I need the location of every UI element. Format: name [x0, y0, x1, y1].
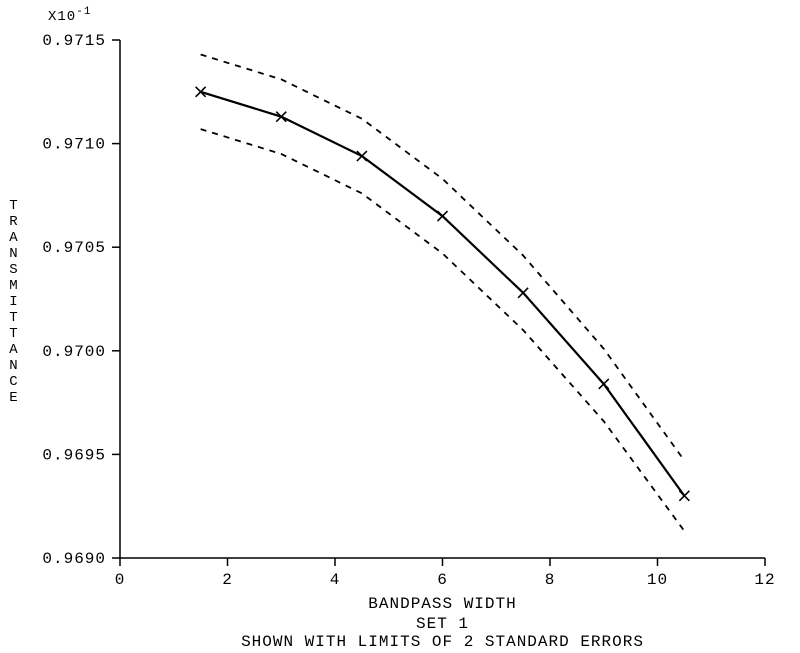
- y-axis-label-char: T: [9, 198, 18, 214]
- x-tick-label: 10: [647, 571, 668, 589]
- series-upper-2se: [201, 55, 685, 461]
- data-marker: [518, 288, 528, 298]
- y-axis-label-char: T: [9, 310, 18, 326]
- y-tick-label: 0.9700: [42, 343, 106, 361]
- chart-container: 0 2 4 6 8 10 12 0.9690 0.9695 0.9700 0.9705 0.9710 0…: [0, 0, 800, 648]
- series-lower-2se: [201, 129, 685, 531]
- caption-set: SET 1: [416, 615, 469, 633]
- y-axis-label-char: A: [9, 230, 18, 246]
- y-tick-label: 0.9710: [42, 136, 106, 154]
- y-axis-label-char: A: [9, 342, 18, 358]
- data-marker: [438, 211, 448, 221]
- x-tick-label: 0: [115, 571, 126, 589]
- y-axis-label-char: N: [9, 358, 18, 374]
- y-axis-label-char: T: [9, 326, 18, 342]
- x-tick-label: 6: [437, 571, 448, 589]
- y-axis-label-char: M: [9, 278, 18, 294]
- y-axis-label-char: C: [9, 374, 18, 390]
- y-axis-label-char: E: [9, 390, 18, 406]
- y-axis-label-char: N: [9, 246, 18, 262]
- y-tick-label: 0.9715: [42, 32, 106, 50]
- x-tick-label: 12: [754, 571, 775, 589]
- y-axis-label-char: R: [9, 214, 18, 230]
- y-tick-label: 0.9705: [42, 239, 106, 257]
- x-tick-label: 2: [222, 571, 233, 589]
- data-marker: [357, 151, 367, 161]
- chart-svg: 0 2 4 6 8 10 12 0.9690 0.9695 0.9700 0.9705 0.9710 0…: [0, 0, 800, 648]
- caption-limits: SHOWN WITH LIMITS OF 2 STANDARD ERRORS: [241, 633, 644, 648]
- y-tick-label: 0.9695: [42, 446, 106, 464]
- x-axis-label: BANDPASS WIDTH: [368, 595, 516, 613]
- y-axis-label-char: S: [9, 262, 18, 278]
- y-tick-label: 0.9690: [42, 550, 106, 568]
- x-tick-label: 4: [330, 571, 341, 589]
- y-axis-label-char: I: [9, 294, 18, 310]
- x-tick-label: 8: [545, 571, 556, 589]
- y-exponent-label: X10-1: [48, 6, 91, 25]
- data-marker: [679, 491, 689, 501]
- data-marker: [599, 379, 609, 389]
